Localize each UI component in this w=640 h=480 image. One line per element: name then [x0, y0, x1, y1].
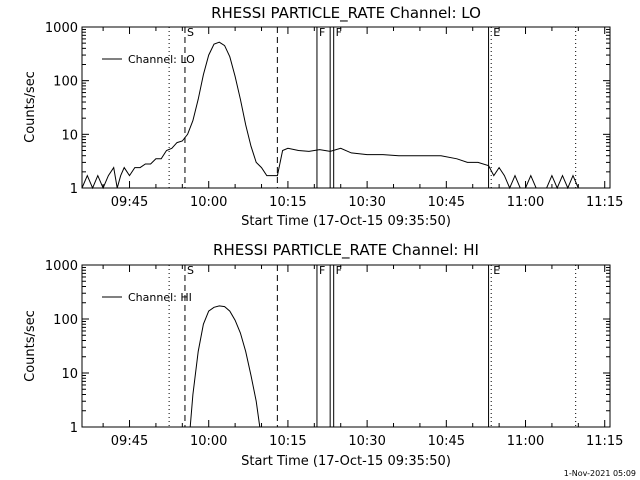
chart-panel-hi: RHESSI PARTICLE_RATE Channel: HI Counts/… — [23, 241, 623, 469]
x-tick-label: 10:45 — [428, 195, 465, 210]
event-marker-label: E — [493, 264, 500, 277]
legend-label: Channel: HI — [128, 291, 192, 304]
x-tick-label: 10:15 — [269, 434, 306, 449]
x-tick-label: 10:30 — [348, 195, 385, 210]
chart-title: RHESSI PARTICLE_RATE Channel: HI — [213, 241, 479, 260]
event-marker-label: F — [319, 264, 325, 277]
y-tick-label: 1000 — [45, 259, 78, 274]
y-tick-label: 100 — [53, 75, 78, 90]
chart-title: RHESSI PARTICLE_RATE Channel: LO — [211, 4, 481, 23]
x-tick-label: 11:15 — [586, 195, 623, 210]
plot-area: 1 10 100 1000 09:45 10:00 10:15 10:30 10:45 11:00… — [45, 259, 624, 449]
plot-frame — [81, 26, 611, 189]
event-marker-label: S — [187, 264, 194, 277]
event-marker-label: F — [319, 26, 325, 39]
event-marker-label: F — [336, 264, 342, 277]
x-tick-label: 11:00 — [507, 434, 544, 449]
x-tick-label: 10:00 — [190, 434, 227, 449]
y-axis-label: Counts/sec — [23, 71, 38, 143]
x-tick-label: 10:15 — [269, 195, 306, 210]
x-tick-label: 10:30 — [348, 434, 385, 449]
x-tick-label: 11:00 — [507, 195, 544, 210]
plot-area: 1 10 100 1000 09:45 10:00 10:15 10:30 10:45 11:00… — [45, 21, 624, 210]
event-marker-label: E — [493, 26, 500, 39]
event-marker-label: S — [187, 26, 194, 39]
y-tick-label: 1000 — [45, 21, 78, 36]
y-tick-label: 100 — [53, 313, 78, 328]
y-tick-label: 10 — [61, 367, 78, 382]
y-tick-label: 1 — [70, 182, 78, 197]
data-series-line — [81, 41, 579, 190]
x-tick-label: 09:45 — [111, 195, 148, 210]
x-tick-label: 10:45 — [428, 434, 465, 449]
chart-panel-lo: RHESSI PARTICLE_RATE Channel: LO Counts/… — [23, 4, 623, 229]
event-marker-label: F — [336, 26, 342, 39]
y-tick-label: 1 — [70, 421, 78, 436]
y-axis-label: Counts/sec — [23, 310, 38, 382]
y-tick-label: 10 — [61, 128, 78, 143]
x-axis-label: Start Time (17-Oct-15 09:35:50) — [241, 214, 451, 229]
x-tick-label: 11:15 — [586, 434, 623, 449]
x-axis-label: Start Time (17-Oct-15 09:35:50) — [241, 454, 451, 469]
x-tick-label: 10:00 — [190, 195, 227, 210]
footer-timestamp: 1-Nov-2021 05:09 — [564, 469, 636, 478]
plot-frame — [81, 264, 611, 428]
legend-label: Channel: LO — [128, 53, 195, 66]
x-tick-label: 09:45 — [111, 434, 148, 449]
data-series-line — [189, 305, 261, 428]
